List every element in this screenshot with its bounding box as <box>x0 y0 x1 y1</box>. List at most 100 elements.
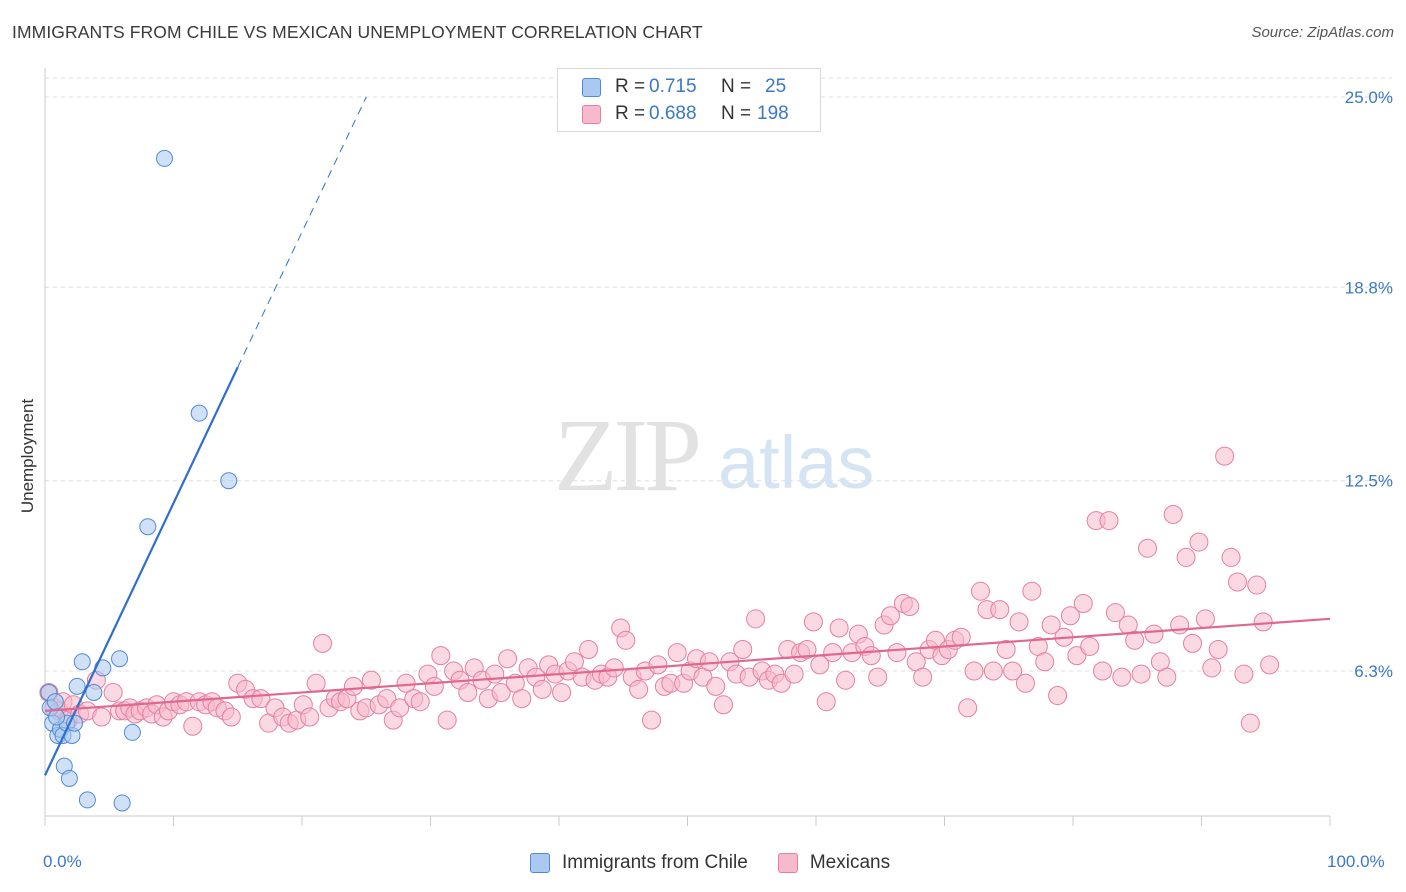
mexicans-point <box>1099 511 1119 531</box>
mexicans-point <box>512 689 532 709</box>
mexicans-point <box>579 640 599 660</box>
mexicans-point <box>746 609 766 629</box>
mexicans-point <box>990 600 1010 620</box>
mexicans-point <box>377 689 397 709</box>
mexicans-point <box>491 682 511 702</box>
legend-n-label: N = <box>721 103 752 124</box>
mexicans-point <box>485 664 505 684</box>
chile-point <box>113 794 131 812</box>
chile-point <box>190 404 208 422</box>
mexicans-point <box>958 698 978 718</box>
mexicans-point <box>1176 547 1196 567</box>
y-tick-label: 25.0% <box>1345 88 1393 107</box>
mexicans-point <box>868 667 888 687</box>
mexicans-point <box>1138 538 1158 558</box>
chile-trend-extension <box>237 96 367 368</box>
legend-r-value: 0.715 <box>649 76 697 97</box>
mexicans-point <box>713 695 733 715</box>
mexicans-point <box>604 658 624 678</box>
mexicans-point <box>881 606 901 626</box>
mexicans-point <box>103 682 123 702</box>
mexicans-point <box>300 707 320 727</box>
mexicans-point <box>92 707 112 727</box>
mexicans-point <box>784 664 804 684</box>
chart-source: Source: ZipAtlas.com <box>1251 24 1394 41</box>
y-tick-label: 6.3% <box>1354 662 1393 681</box>
mexicans-point <box>996 640 1016 660</box>
mexicans-point <box>648 655 668 675</box>
mexicans-point <box>803 612 823 632</box>
stats-legend: R = 0.715 N = 25 R = 0.688 N = 198 <box>557 68 821 132</box>
mexicans-point <box>313 633 333 653</box>
mexicans-point <box>410 692 430 712</box>
mexicans-point <box>1260 655 1280 675</box>
mexicans-point <box>667 643 687 663</box>
chile-point <box>123 723 141 741</box>
trend-lines <box>44 96 1331 776</box>
mexicans-point <box>829 618 849 638</box>
mexicans-point <box>396 673 416 693</box>
chile-point <box>111 650 129 668</box>
x-tick-label-max: 100.0% <box>1327 852 1385 871</box>
chile-point <box>139 518 157 536</box>
series-name-mexicans: Mexicans <box>809 852 891 873</box>
mexicans-point <box>970 581 990 601</box>
legend-r-value: 0.688 <box>649 103 697 124</box>
mexicans-point <box>431 646 451 666</box>
legend-row-chile: R = 0.715 N = 25 <box>582 74 786 100</box>
series-legend: Immigrants from Chile Mexicans <box>530 852 920 874</box>
mexicans-point <box>951 627 971 647</box>
legend-n-value: 25 <box>765 76 787 97</box>
chile-point <box>60 769 78 787</box>
mexicans-point <box>616 630 636 650</box>
mexicans-point <box>183 716 203 736</box>
mexicans-point <box>1067 646 1087 666</box>
chart-title: IMMIGRANTS FROM CHILE VS MEXICAN UNEMPLO… <box>12 22 703 42</box>
mexicans-point <box>1144 624 1164 644</box>
mexicans-point <box>900 597 920 617</box>
mexicans-point <box>1048 686 1068 706</box>
x-tick-label-min: 0.0% <box>43 852 82 871</box>
mexicans-point <box>733 640 753 660</box>
mexicans-point <box>498 649 518 669</box>
mexicans-point <box>887 643 907 663</box>
chile-point <box>78 791 96 809</box>
mexicans-point <box>1015 673 1035 693</box>
series-legend-mexicans: Mexicans <box>777 852 891 874</box>
mexicans-point <box>913 667 933 687</box>
mexicans-point <box>306 673 326 693</box>
grid <box>45 77 1392 672</box>
legend-r-label: R = <box>615 76 646 97</box>
mexicans-point <box>1247 575 1267 595</box>
mexicans-point <box>1221 547 1241 567</box>
chile-point <box>156 149 174 167</box>
mexicans-point <box>1208 640 1228 660</box>
mexicans-point <box>1093 661 1113 681</box>
y-tick-label: 18.8% <box>1345 278 1393 297</box>
mexicans-point <box>1234 664 1254 684</box>
mexicans-point <box>771 673 791 693</box>
mexicans-point <box>361 670 381 690</box>
mexicans-point <box>458 682 478 702</box>
watermark: ZIP atlas <box>554 398 874 513</box>
mexicans-point <box>629 679 649 699</box>
legend-r-label: R = <box>615 103 646 124</box>
mexicans-point <box>823 643 843 663</box>
chile-trend-line <box>44 366 239 776</box>
mexicans-point <box>706 676 726 696</box>
mexicans-point <box>1253 612 1273 632</box>
watermark-zip: ZIP <box>554 398 698 513</box>
chile-point <box>220 472 238 490</box>
legend-n-value: 198 <box>757 103 789 124</box>
legend-swatch-chile <box>582 77 601 97</box>
mexicans-point <box>1170 615 1190 635</box>
y-axis-label: Unemployment <box>18 398 37 514</box>
mexicans-point <box>1009 612 1029 632</box>
mexicans-point <box>343 676 363 696</box>
mexicans-point <box>1227 572 1247 592</box>
chile-point <box>68 677 86 695</box>
mexicans-point <box>1215 446 1235 466</box>
mexicans-point <box>1125 630 1145 650</box>
mexicans-point <box>437 710 457 730</box>
